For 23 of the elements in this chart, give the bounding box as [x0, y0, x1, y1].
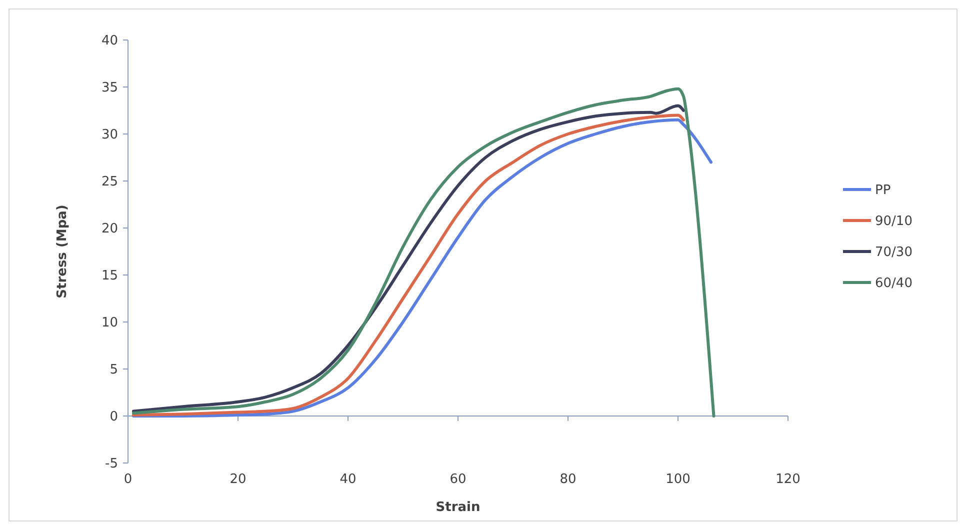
x-tick-label: 100 — [666, 472, 690, 487]
y-tick-label: 15 — [101, 268, 118, 284]
legend-label: PP — [875, 183, 891, 198]
x-tick-label: 20 — [230, 472, 246, 487]
y-axis-title: Stress (Mpa) — [55, 204, 70, 298]
y-tick-label: 20 — [101, 222, 118, 237]
x-tick-label: 80 — [560, 472, 576, 487]
y-tick-label: 10 — [101, 316, 118, 331]
x-axis-title: Strain — [436, 500, 480, 515]
y-tick-label: 0 — [110, 410, 118, 425]
legend-label: 70/30 — [875, 245, 912, 260]
legend-label: 90/10 — [875, 214, 912, 230]
x-tick-label: 40 — [340, 472, 356, 487]
x-tick-label: 60 — [450, 472, 466, 487]
x-tick-label: 0 — [124, 472, 132, 487]
legend-label: 60/40 — [875, 276, 912, 292]
y-tick-label: 30 — [101, 128, 118, 143]
y-tick-label: 35 — [101, 80, 118, 96]
y-tick-label: 25 — [101, 174, 118, 190]
y-tick-label: 40 — [101, 34, 118, 49]
y-tick-label: 5 — [110, 362, 118, 378]
y-tick-label: -5 — [105, 456, 118, 472]
x-tick-label: 120 — [776, 472, 800, 487]
